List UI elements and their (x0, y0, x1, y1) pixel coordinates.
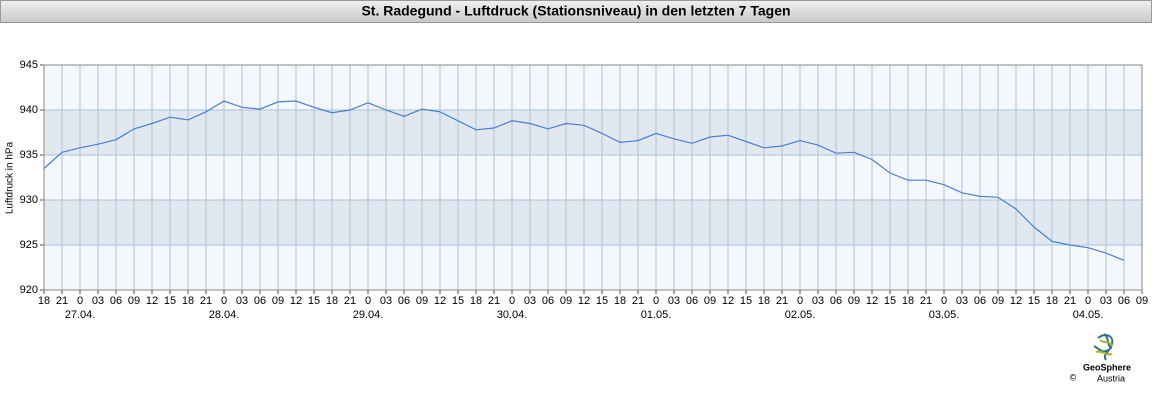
chart-title: St. Radegund - Luftdruck (Stationsniveau… (361, 3, 790, 19)
x-tick-label: 18 (326, 295, 338, 307)
x-tick-label: 12 (146, 295, 158, 307)
x-tick-label: 12 (578, 295, 590, 307)
x-tick-label: 0 (797, 295, 803, 307)
x-tick-label: 12 (722, 295, 734, 307)
x-tick-label: 06 (542, 295, 554, 307)
x-tick-label: 15 (164, 295, 176, 307)
y-tick-label: 935 (20, 149, 38, 161)
x-tick-label: 03 (92, 295, 104, 307)
x-tick-label: 09 (128, 295, 140, 307)
x-tick-label: 03 (668, 295, 680, 307)
x-tick-label: 06 (254, 295, 266, 307)
x-tick-label: 21 (344, 295, 356, 307)
x-tick-label: 09 (416, 295, 428, 307)
x-tick-label: 0 (509, 295, 515, 307)
x-tick-label: 21 (56, 295, 68, 307)
x-tick-label: 21 (920, 295, 932, 307)
x-tick-label: 15 (308, 295, 320, 307)
x-tick-label: 18 (614, 295, 626, 307)
copyright: © (1070, 372, 1077, 382)
date-label: 02.05. (785, 309, 816, 321)
x-tick-label: 09 (1136, 295, 1148, 307)
y-axis-label: Luftdruck in hPa (5, 141, 16, 214)
x-tick-label: 03 (1100, 295, 1112, 307)
date-label: 03.05. (929, 309, 960, 321)
x-tick-label: 06 (398, 295, 410, 307)
logo: GeoSphere Austria © (1070, 333, 1131, 383)
x-tick-label: 0 (77, 295, 83, 307)
logo-mark (1095, 339, 1113, 356)
x-tick-label: 12 (1010, 295, 1022, 307)
x-tick-label: 15 (596, 295, 608, 307)
x-tick-label: 03 (380, 295, 392, 307)
date-label: 27.04. (65, 309, 96, 321)
x-tick-label: 18 (182, 295, 194, 307)
x-tick-label: 06 (686, 295, 698, 307)
x-tick-label: 12 (434, 295, 446, 307)
x-tick-label: 21 (488, 295, 500, 307)
x-tick-label: 12 (866, 295, 878, 307)
x-tick-label: 18 (758, 295, 770, 307)
band (44, 110, 1142, 155)
x-tick-label: 21 (1064, 295, 1076, 307)
x-tick-label: 09 (704, 295, 716, 307)
y-tick-label: 945 (20, 59, 38, 71)
band (44, 200, 1142, 245)
logo-brand: GeoSphere (1083, 362, 1131, 372)
x-tick-label: 12 (290, 295, 302, 307)
logo-sub: Austria (1097, 373, 1125, 383)
x-tick-label: 0 (221, 295, 227, 307)
x-tick-label: 06 (110, 295, 122, 307)
x-tick-label: 03 (956, 295, 968, 307)
date-label: 28.04. (209, 309, 240, 321)
x-tick-label: 15 (1028, 295, 1040, 307)
y-tick-label: 940 (20, 104, 38, 116)
y-tick-label: 920 (20, 284, 38, 296)
date-label: 29.04. (353, 309, 384, 321)
x-tick-label: 03 (236, 295, 248, 307)
x-tick-label: 0 (365, 295, 371, 307)
x-tick-label: 15 (452, 295, 464, 307)
x-tick-label: 09 (560, 295, 572, 307)
x-tick-label: 21 (200, 295, 212, 307)
x-tick-label: 18 (902, 295, 914, 307)
x-tick-label: 0 (941, 295, 947, 307)
x-tick-label: 09 (992, 295, 1004, 307)
x-tick-label: 21 (632, 295, 644, 307)
x-tick-label: 18 (470, 295, 482, 307)
x-tick-label: 15 (884, 295, 896, 307)
x-tick-label: 0 (653, 295, 659, 307)
pressure-line (43, 100, 1125, 261)
x-tick-label: 18 (1046, 295, 1058, 307)
plot-area (44, 65, 1142, 290)
x-tick-label: 06 (830, 295, 842, 307)
date-label: 04.05. (1073, 309, 1104, 321)
x-tick-label: 09 (272, 295, 284, 307)
x-tick-label: 0 (1085, 295, 1091, 307)
x-tick-label: 06 (1118, 295, 1130, 307)
plot-border (43, 64, 1143, 291)
x-tick-label: 15 (740, 295, 752, 307)
y-tick-label: 925 (20, 239, 38, 251)
x-tick-label: 09 (848, 295, 860, 307)
logo-mark (1093, 333, 1114, 361)
x-tick-label: 03 (524, 295, 536, 307)
x-tick-label: 03 (812, 295, 824, 307)
x-tick-label: 21 (776, 295, 788, 307)
date-label: 30.04. (497, 309, 528, 321)
x-tick-label: 06 (974, 295, 986, 307)
date-label: 01.05. (641, 309, 672, 321)
x-tick-label: 18 (38, 295, 50, 307)
y-tick-label: 930 (20, 194, 38, 206)
